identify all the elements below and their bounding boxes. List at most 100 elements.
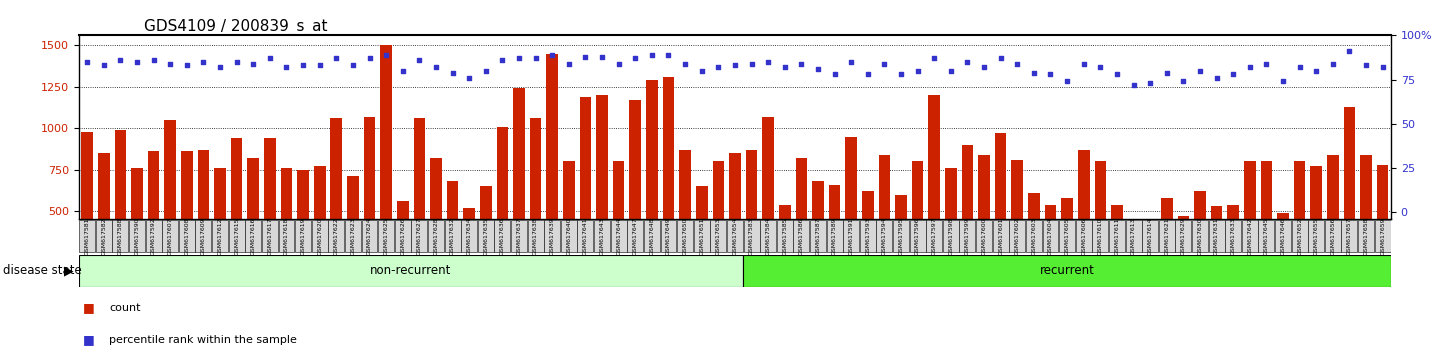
Text: GSM617637: GSM617637 [516, 217, 522, 255]
Bar [579, 97, 591, 294]
FancyBboxPatch shape [1341, 221, 1358, 252]
Point [407, 57, 430, 63]
FancyBboxPatch shape [179, 221, 195, 252]
FancyBboxPatch shape [96, 221, 112, 252]
Point [1121, 82, 1144, 88]
Text: GSM617608: GSM617608 [185, 218, 189, 255]
FancyBboxPatch shape [412, 221, 427, 252]
Point [475, 68, 498, 74]
Text: GSM617598: GSM617598 [948, 217, 954, 255]
Text: GSM617647: GSM617647 [632, 217, 638, 255]
FancyBboxPatch shape [810, 221, 826, 252]
FancyBboxPatch shape [511, 221, 526, 252]
FancyBboxPatch shape [162, 221, 178, 252]
Text: GSM617644: GSM617644 [617, 217, 621, 255]
FancyBboxPatch shape [909, 221, 925, 252]
FancyBboxPatch shape [661, 221, 677, 252]
FancyBboxPatch shape [1141, 221, 1159, 252]
Text: GSM617636: GSM617636 [500, 217, 505, 255]
Text: GSM617599: GSM617599 [965, 217, 969, 255]
Bar [1377, 165, 1388, 294]
FancyBboxPatch shape [1242, 221, 1258, 252]
Bar [763, 117, 774, 294]
Point [889, 72, 912, 77]
Text: GSM617655: GSM617655 [1314, 218, 1319, 255]
Text: GSM617641: GSM617641 [584, 217, 588, 255]
Text: GSM617638: GSM617638 [533, 217, 538, 255]
Text: GSM617592: GSM617592 [151, 217, 156, 255]
FancyBboxPatch shape [245, 221, 261, 252]
Text: ■: ■ [83, 333, 95, 346]
Text: GSM617629: GSM617629 [1180, 217, 1186, 255]
Text: GSM617582: GSM617582 [102, 217, 106, 255]
Bar [962, 145, 974, 294]
Point [1189, 68, 1212, 74]
Text: GSM617581: GSM617581 [85, 218, 90, 255]
Bar [743, 255, 1391, 287]
FancyBboxPatch shape [777, 221, 793, 252]
Bar [98, 153, 109, 294]
Bar [380, 45, 391, 294]
Bar [895, 195, 906, 294]
FancyBboxPatch shape [1192, 221, 1207, 252]
Text: GSM617597: GSM617597 [932, 217, 936, 255]
Text: GSM617624: GSM617624 [367, 217, 371, 255]
Bar [1177, 216, 1189, 294]
Bar [480, 186, 492, 294]
FancyBboxPatch shape [876, 221, 892, 252]
Text: GSM617648: GSM617648 [650, 217, 654, 255]
FancyBboxPatch shape [1275, 221, 1291, 252]
Point [142, 57, 165, 63]
Bar [264, 138, 275, 294]
Point [358, 56, 381, 61]
Text: GSM617591: GSM617591 [849, 217, 853, 255]
Point [457, 75, 480, 81]
Bar [978, 155, 989, 294]
FancyBboxPatch shape [495, 221, 511, 252]
FancyBboxPatch shape [1126, 221, 1141, 252]
Bar [496, 127, 508, 294]
Bar [597, 95, 608, 294]
Point [508, 56, 531, 61]
Point [1005, 61, 1028, 67]
Text: GSM617654: GSM617654 [733, 217, 737, 255]
Point [126, 59, 149, 65]
Point [442, 70, 465, 75]
FancyBboxPatch shape [1325, 221, 1341, 252]
FancyBboxPatch shape [959, 221, 975, 252]
FancyBboxPatch shape [478, 221, 493, 252]
Bar [746, 150, 757, 294]
Text: GSM617604: GSM617604 [1048, 217, 1053, 255]
Point [1156, 70, 1179, 75]
Bar [463, 208, 475, 294]
Point [1239, 64, 1262, 70]
Bar [779, 205, 790, 294]
Text: GSM617614: GSM617614 [1147, 217, 1153, 255]
Text: GDS4109 / 200839_s_at: GDS4109 / 200839_s_at [145, 19, 328, 35]
Point [374, 52, 397, 58]
FancyBboxPatch shape [195, 221, 211, 252]
Bar [1127, 238, 1140, 294]
Text: GSM617623: GSM617623 [350, 217, 356, 255]
Point [657, 52, 680, 58]
FancyBboxPatch shape [1375, 221, 1391, 252]
Text: GSM617615: GSM617615 [234, 218, 239, 255]
Point [806, 66, 829, 72]
Bar [995, 133, 1007, 294]
Text: GSM617626: GSM617626 [400, 217, 406, 255]
Bar [1361, 155, 1372, 294]
Bar [630, 100, 641, 294]
Text: GSM617621: GSM617621 [1164, 217, 1169, 255]
Point [591, 54, 614, 59]
FancyBboxPatch shape [1259, 221, 1275, 252]
FancyBboxPatch shape [79, 221, 95, 252]
Text: GSM617602: GSM617602 [1015, 217, 1020, 255]
FancyBboxPatch shape [379, 221, 394, 252]
Bar [846, 137, 858, 294]
Text: GSM617611: GSM617611 [1114, 218, 1120, 255]
Text: GSM617649: GSM617649 [665, 217, 671, 255]
FancyBboxPatch shape [1060, 221, 1076, 252]
Text: GSM617605: GSM617605 [1064, 218, 1070, 255]
Bar [1210, 206, 1222, 294]
Point [1022, 70, 1045, 75]
